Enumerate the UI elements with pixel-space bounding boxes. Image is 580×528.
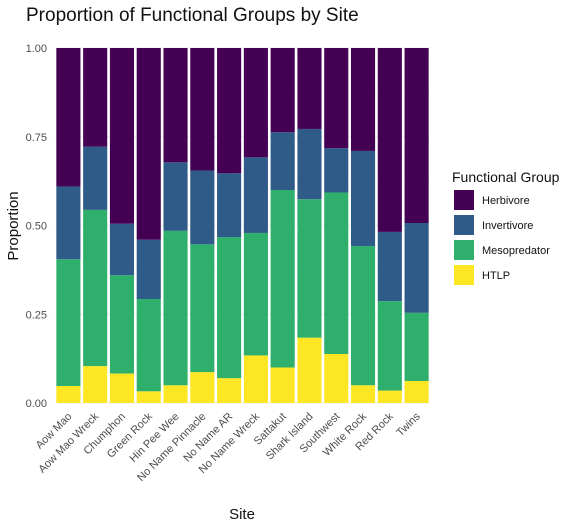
bar-segment-herbivore bbox=[217, 48, 242, 174]
bar-segment-herbivore bbox=[377, 48, 402, 232]
y-axis-title: Proportion bbox=[5, 191, 22, 260]
bars-group bbox=[56, 48, 429, 403]
bar-segment-htlp bbox=[190, 372, 215, 403]
bar-segment-htlp bbox=[404, 380, 429, 403]
bar-segment-herbivore bbox=[324, 48, 349, 149]
legend: Functional Group Herbivore Invertivore Mes… bbox=[452, 169, 560, 285]
bar-segment-herbivore bbox=[163, 48, 188, 163]
bar-segment-htlp bbox=[243, 355, 268, 403]
y-tick-label: 0.00 bbox=[26, 398, 47, 410]
bar-segment-invertivore bbox=[190, 170, 215, 245]
bar-segment-mesopredator bbox=[243, 232, 268, 356]
bar-segment-htlp bbox=[56, 385, 81, 403]
bar-segment-invertivore bbox=[56, 186, 81, 260]
bar-segment-mesopredator bbox=[270, 190, 295, 368]
bar-segment-herbivore bbox=[404, 48, 429, 224]
bar-segment-htlp bbox=[136, 391, 161, 403]
bar-segment-invertivore bbox=[109, 223, 135, 276]
bar-segment-invertivore bbox=[243, 157, 268, 233]
bar-segment-herbivore bbox=[190, 48, 215, 171]
bar-segment-htlp bbox=[350, 385, 376, 403]
bar-segment-mesopredator bbox=[190, 244, 215, 373]
legend-title: Functional Group bbox=[452, 169, 560, 185]
legend-swatch-herbivore bbox=[454, 190, 474, 210]
bar-segment-mesopredator bbox=[377, 301, 402, 391]
bar-segment-htlp bbox=[270, 367, 295, 403]
bar-segment-herbivore bbox=[83, 48, 108, 147]
bar-segment-herbivore bbox=[350, 48, 376, 151]
bar-segment-herbivore bbox=[136, 48, 161, 240]
legend-swatch-invertivore bbox=[454, 215, 474, 235]
bar-segment-invertivore bbox=[270, 132, 295, 190]
bar-segment-herbivore bbox=[270, 48, 295, 133]
y-tick-label: 0.75 bbox=[26, 132, 47, 144]
bar-segment-invertivore bbox=[377, 231, 402, 302]
bar-segment-mesopredator bbox=[56, 259, 81, 386]
bar-segment-invertivore bbox=[163, 162, 188, 231]
bar-segment-invertivore bbox=[324, 148, 349, 193]
bar-segment-herbivore bbox=[56, 48, 81, 187]
legend-label: HTLP bbox=[482, 270, 510, 282]
bar-segment-invertivore bbox=[404, 223, 429, 313]
bar-segment-invertivore bbox=[217, 173, 242, 238]
chart-title: Proportion of Functional Groups by Site bbox=[26, 5, 359, 26]
bar-segment-herbivore bbox=[297, 48, 322, 129]
legend-label: Invertivore bbox=[482, 220, 533, 232]
bar-segment-mesopredator bbox=[109, 275, 135, 374]
bar-segment-htlp bbox=[297, 337, 322, 403]
legend-label: Mesopredator bbox=[482, 245, 550, 257]
bar-segment-herbivore bbox=[243, 48, 268, 158]
bar-segment-htlp bbox=[163, 385, 188, 403]
bar-segment-invertivore bbox=[297, 128, 322, 200]
legend-label: Herbivore bbox=[482, 195, 530, 207]
legend-swatch-htlp bbox=[454, 265, 474, 285]
bar-segment-mesopredator bbox=[217, 237, 242, 379]
bar-segment-mesopredator bbox=[136, 298, 161, 392]
bar-segment-mesopredator bbox=[297, 199, 322, 338]
bar-segment-mesopredator bbox=[350, 246, 376, 386]
bar-segment-htlp bbox=[83, 366, 108, 403]
bar-segment-mesopredator bbox=[404, 312, 429, 381]
y-axis-ticks: 0.00 0.25 0.50 0.75 1.00 bbox=[26, 43, 47, 410]
bar-segment-invertivore bbox=[83, 146, 108, 210]
bar-segment-htlp bbox=[324, 354, 349, 403]
y-tick-label: 0.50 bbox=[26, 221, 47, 233]
bar-segment-invertivore bbox=[136, 239, 161, 299]
y-tick-label: 1.00 bbox=[26, 43, 47, 55]
bar-segment-htlp bbox=[377, 390, 402, 403]
y-tick-label: 0.25 bbox=[26, 309, 47, 321]
bar-segment-htlp bbox=[109, 373, 135, 403]
bar-segment-htlp bbox=[217, 378, 242, 403]
bar-segment-mesopredator bbox=[83, 209, 108, 367]
bar-segment-invertivore bbox=[350, 150, 376, 247]
x-axis-title: Site bbox=[229, 506, 255, 523]
legend-swatch-mesopredator bbox=[454, 240, 474, 260]
bar-segment-herbivore bbox=[109, 48, 135, 224]
bar-segment-mesopredator bbox=[163, 230, 188, 386]
bar-segment-mesopredator bbox=[324, 192, 349, 355]
